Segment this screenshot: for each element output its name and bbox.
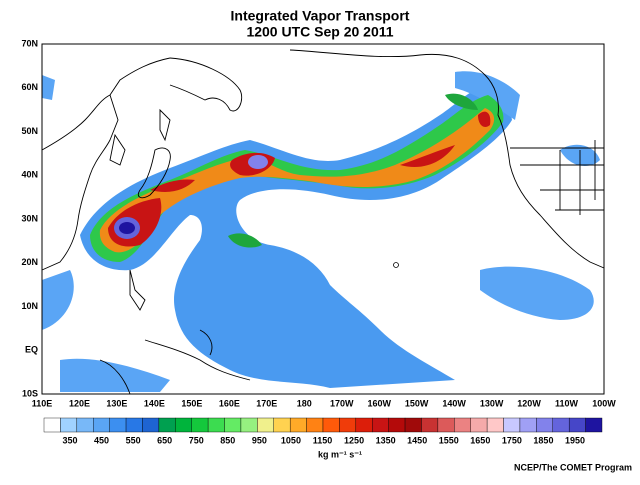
lat-label: 60N	[21, 82, 38, 92]
ivt-core	[108, 111, 491, 247]
lon-label: 140W	[442, 398, 466, 408]
colorbar: 350 450 550 650 750 850 950 1050 1150 1250 1350 145…	[43, 417, 603, 445]
lon-labels: 110E 120E 130E 140E 150E 160E 170E 180 170W 160W 1…	[32, 398, 617, 408]
colorbar-label: 1350	[376, 435, 396, 445]
colorbar-label: 1450	[407, 435, 427, 445]
lon-label: 150W	[405, 398, 429, 408]
colorbar-swatch	[257, 417, 274, 433]
lon-label: 130W	[480, 398, 504, 408]
lat-label: 70N	[21, 38, 38, 48]
colorbar-swatch	[421, 417, 439, 433]
coastline	[99, 269, 251, 395]
colorbar-swatch	[404, 417, 422, 433]
colorbar-label: 450	[94, 435, 109, 445]
lon-label: 120W	[517, 398, 541, 408]
colorbar-swatch	[191, 417, 209, 433]
island	[393, 262, 399, 268]
coastline	[41, 57, 171, 271]
ivt-max	[248, 155, 268, 169]
colorbar-swatch	[76, 417, 94, 433]
lon-label: 110E	[32, 398, 53, 408]
colorbar-swatch	[142, 417, 160, 433]
colorbar-swatch	[322, 417, 340, 433]
lat-label: 10N	[21, 301, 38, 311]
colorbar-label: 950	[252, 435, 267, 445]
colorbar-swatch	[536, 417, 553, 433]
lat-label: 40N	[21, 170, 38, 180]
colorbar-label: 1850	[533, 435, 553, 445]
colorbar-swatch	[470, 417, 488, 433]
colorbar-label: 1750	[502, 435, 522, 445]
lon-label: 170W	[330, 398, 354, 408]
colorbar-swatch	[503, 417, 521, 433]
colorbar-swatch	[109, 417, 127, 433]
colorbar-label: 1950	[565, 435, 585, 445]
colorbar-swatch	[437, 417, 455, 433]
lat-label: EQ	[25, 345, 38, 355]
lat-labels: 70N 60N 50N 40N 30N 20N 10N EQ 10S	[21, 38, 38, 398]
colorbar-swatch	[339, 417, 357, 433]
colorbar-units: kg m⁻¹ s⁻¹	[318, 449, 362, 459]
map-area	[41, 43, 605, 395]
colorbar-swatch	[372, 417, 389, 433]
colorbar-label: 1650	[470, 435, 490, 445]
lat-label: 50N	[21, 126, 38, 136]
lon-label: 140E	[144, 398, 165, 408]
colorbar-label: 550	[126, 435, 141, 445]
lon-label: 110W	[555, 398, 579, 408]
colorbar-swatch	[454, 417, 471, 433]
lon-label: 100W	[592, 398, 616, 408]
lon-label: 180	[297, 398, 312, 408]
coastline	[169, 49, 605, 269]
subtitle: 1200 UTC Sep 20 2011	[246, 24, 393, 40]
colorbar-swatch	[60, 417, 78, 433]
colorbar-swatch	[43, 417, 61, 433]
colorbar-swatch	[585, 417, 603, 433]
colorbar-swatch	[486, 417, 504, 433]
colorbar-swatch	[224, 417, 242, 433]
colorbar-swatch	[388, 417, 406, 433]
colorbar-swatch	[207, 417, 225, 433]
lon-label: 160E	[219, 398, 240, 408]
coastline	[109, 108, 171, 199]
lon-label: 170E	[256, 398, 277, 408]
border	[510, 140, 604, 215]
lon-label: 150E	[181, 398, 202, 408]
colorbar-swatch	[289, 417, 307, 433]
colorbar-swatch	[568, 417, 586, 433]
colorbar-swatch	[240, 417, 258, 433]
colorbar-swatch	[306, 417, 324, 433]
colorbar-label: 650	[157, 435, 172, 445]
colorbar-swatch	[93, 417, 110, 433]
colorbar-label: 1050	[281, 435, 301, 445]
lon-label: 120E	[69, 398, 90, 408]
credit: NCEP/The COMET Program	[514, 462, 632, 472]
colorbar-label: 1550	[439, 435, 459, 445]
lon-label: 130E	[106, 398, 127, 408]
colorbar-swatch	[158, 417, 176, 433]
lat-label: 30N	[21, 213, 38, 223]
colorbar-swatch	[519, 417, 537, 433]
colorbar-swatch	[125, 417, 143, 433]
colorbar-swatch	[355, 417, 373, 433]
colorbar-label: 750	[189, 435, 204, 445]
colorbar-label: 1150	[313, 435, 333, 445]
colorbar-swatch	[273, 417, 291, 433]
colorbar-swatch	[175, 417, 192, 433]
colorbar-label: 350	[62, 435, 77, 445]
colorbar-label: 1250	[344, 435, 364, 445]
title: Integrated Vapor Transport	[231, 8, 410, 24]
lat-label: 20N	[21, 257, 38, 267]
map-frame	[41, 43, 605, 395]
lon-label: 160W	[367, 398, 391, 408]
ivt-max	[119, 222, 135, 234]
colorbar-label: 850	[220, 435, 235, 445]
colorbar-swatch	[552, 417, 570, 433]
lat-label: 10S	[22, 388, 38, 398]
